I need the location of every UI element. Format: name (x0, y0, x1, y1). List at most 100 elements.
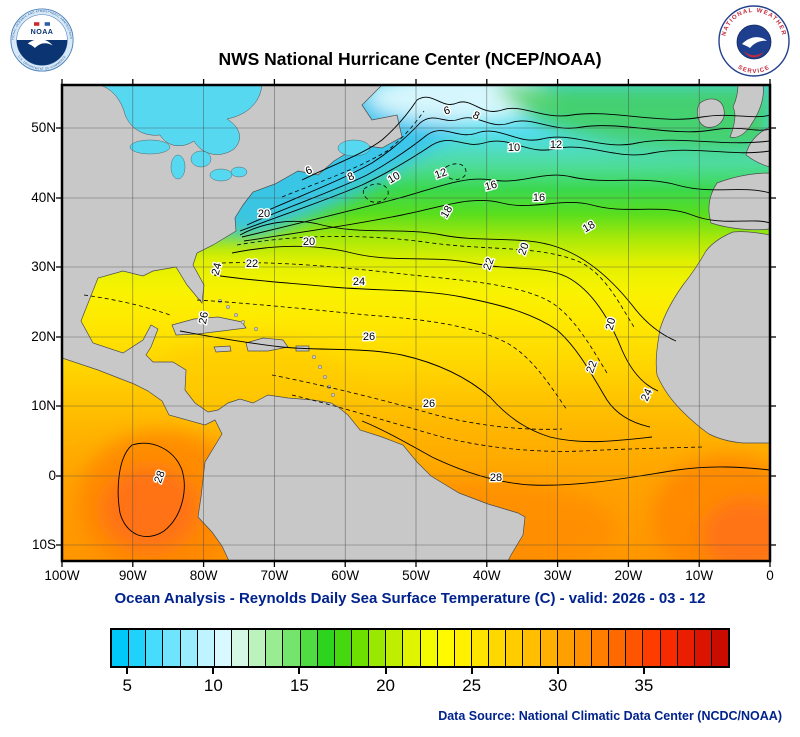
colorbar-cell (145, 630, 163, 666)
colorbar-cell (590, 630, 609, 666)
colorbar-tick-label: 5 (122, 676, 132, 695)
island (331, 393, 336, 398)
lon-label: 20W (614, 568, 643, 583)
sst-contour-dashed (221, 262, 608, 374)
colorbar-cell (248, 630, 266, 666)
sst-contour-dashed (291, 394, 703, 452)
colorbar-tick (212, 668, 215, 674)
colorbar-cell (539, 630, 557, 666)
sst-contour (231, 245, 659, 392)
contour-label: 20 (303, 236, 315, 248)
island (323, 375, 328, 380)
colorbar-cell (368, 630, 386, 666)
colorbar-cell (488, 630, 506, 666)
colorbar-cell (179, 630, 197, 666)
lake (209, 168, 233, 182)
colorbar (110, 628, 730, 668)
lake (190, 150, 212, 168)
colorbar-tick-label: 10 (203, 676, 223, 695)
sst-region (102, 467, 198, 551)
contour-label: 16 (484, 179, 499, 194)
colorbar-tick-label: 15 (289, 676, 309, 695)
colorbar-cell (316, 630, 334, 666)
sst-contour-dashed (236, 236, 635, 328)
sst-contour (117, 442, 185, 538)
colorbar-cell (608, 630, 626, 666)
island (233, 312, 238, 317)
colorbar-tick (470, 668, 473, 674)
noaa-logo-sea (16, 40, 68, 66)
sst-contour (239, 220, 677, 342)
colorbar-tick-label: 20 (376, 676, 395, 695)
lat-label: 20N (31, 329, 56, 344)
contour-label: 22 (481, 256, 496, 272)
nws-bird-icon (742, 37, 767, 48)
sst-contour (239, 140, 770, 232)
sst-map: 6 8 10 12 6 8 10 12 16 16 18 18 20 20 22 24 24 22 20 26 26 20… (56, 79, 776, 567)
colorbar-cell (659, 630, 677, 666)
nws-rim-text-bottom: SERVICE (737, 65, 772, 76)
lon-label: 40W (472, 568, 501, 583)
colorbar-cell (693, 630, 711, 666)
sst-contour (213, 274, 651, 428)
colorbar-cell (710, 630, 729, 666)
sst-contour (361, 420, 770, 486)
contour-label: 20 (516, 241, 531, 257)
island (240, 319, 245, 324)
lon-label: 50W (402, 568, 430, 583)
lon-label: 10W (685, 568, 714, 583)
land-mass (729, 85, 764, 138)
contour-label: 26 (423, 398, 435, 410)
colorbar-cell (470, 630, 489, 666)
land-mass (171, 316, 247, 336)
lon-label: 90W (118, 568, 147, 583)
island (217, 298, 222, 303)
lake (129, 139, 171, 155)
sst-contour (301, 96, 770, 181)
contour-label: 28 (490, 472, 502, 484)
colorbar-cell (522, 630, 540, 666)
lon-label: 30W (543, 568, 572, 583)
colorbar-tick-label: 25 (462, 676, 482, 695)
colorbar-cell (112, 630, 129, 666)
colorbar-cell (196, 630, 214, 666)
colorbar-cell (505, 630, 523, 666)
lake (230, 166, 248, 178)
inland-water-layer (99, 85, 371, 398)
sst-contour-dashed (83, 294, 171, 316)
grid-layer (61, 85, 771, 561)
colorbar-cell (333, 630, 351, 666)
colorbar-cell (282, 630, 300, 666)
colorbar-cell (676, 630, 694, 666)
colorbar-tick (642, 668, 645, 674)
contour-layer (83, 96, 770, 538)
nws-stripe (743, 50, 765, 58)
land-mass (62, 85, 526, 561)
colorbar-cell (213, 630, 231, 666)
lon-label: 0 (766, 568, 774, 583)
colorbar-cell (265, 630, 283, 666)
sst-contour-dashed (444, 163, 467, 180)
colorbar-cell (162, 630, 180, 666)
colorbar-tick-label: 35 (634, 676, 654, 695)
colorbar-cell (350, 630, 369, 666)
colorbar-cell (642, 630, 660, 666)
lake (337, 139, 371, 157)
colorbar-cell (230, 630, 249, 666)
lake (170, 154, 186, 180)
contour-label: 16 (533, 192, 545, 204)
sst-contour (246, 130, 770, 226)
colorbar-cell (436, 630, 454, 666)
land-mass (696, 98, 725, 128)
contour-label: 12 (433, 166, 449, 181)
colorbar-tick-label: 30 (548, 676, 568, 695)
sst-contour-dashed (271, 374, 563, 430)
noaa-logo: NATIONAL OCEANIC AND ATMOSPHERIC ADMINIS… (10, 8, 74, 72)
hudson-bay (99, 85, 263, 155)
sst-contour-dashed (362, 183, 389, 203)
contour-label: 26 (363, 331, 375, 343)
noaa-acronym: NOAA (31, 28, 54, 36)
sst-contour (179, 330, 653, 443)
colorbar-cells (112, 630, 729, 666)
island (318, 365, 323, 370)
